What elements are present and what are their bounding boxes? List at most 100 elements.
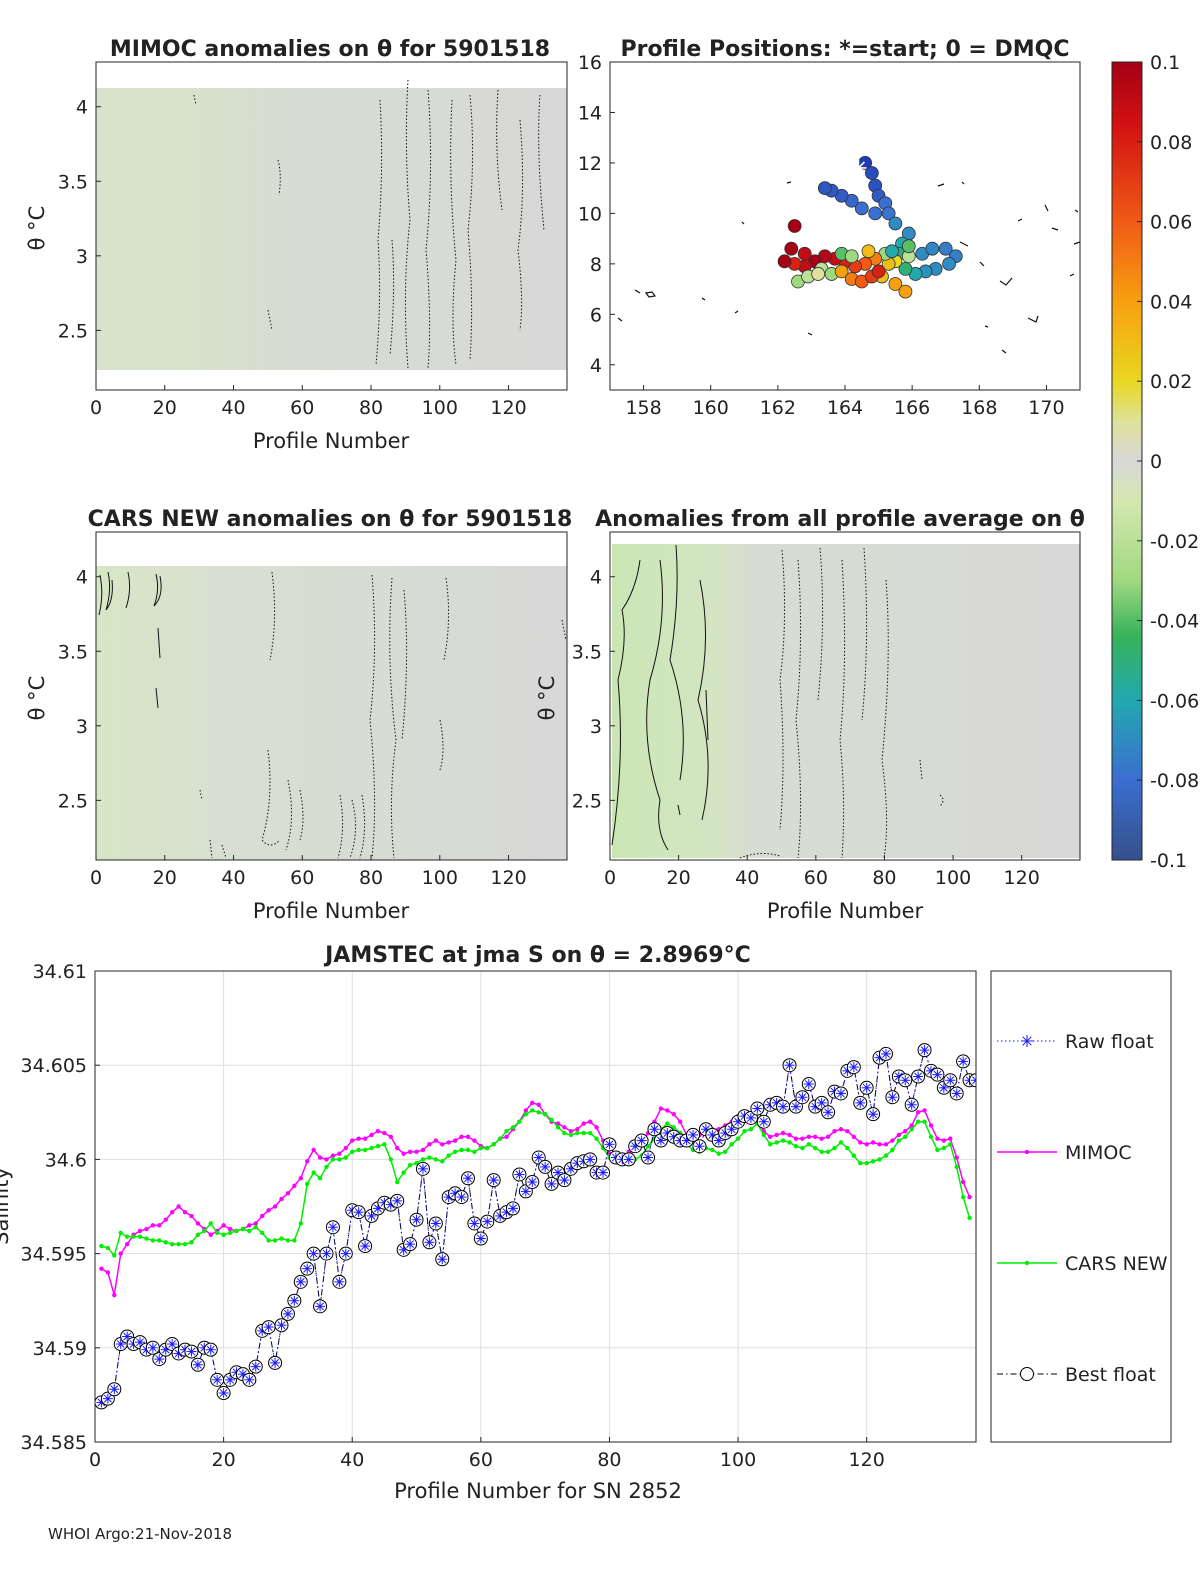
salinity-xtick-label: 80 bbox=[597, 1449, 621, 1471]
legend-item-raw-float: Raw float bbox=[997, 1031, 1154, 1053]
series-point-raw-float bbox=[392, 1195, 403, 1206]
positions-points bbox=[777, 156, 963, 299]
series-point-cars-new bbox=[137, 1234, 143, 1239]
series-point-mimoc bbox=[247, 1223, 252, 1228]
series-point-mimoc bbox=[292, 1183, 297, 1188]
salinity-xlabel: Profile Number for SN 2852 bbox=[394, 1479, 682, 1503]
series-point-cars-new bbox=[723, 1149, 728, 1155]
series-point-cars-new bbox=[813, 1145, 818, 1151]
series-point-mimoc bbox=[253, 1221, 258, 1226]
colorbar-tick-label: 0.08 bbox=[1150, 132, 1192, 154]
series-point-mimoc bbox=[298, 1176, 303, 1181]
cars-ylabel: θ °C bbox=[25, 676, 49, 721]
series-point-cars-new bbox=[420, 1157, 426, 1162]
series-point-raw-float bbox=[900, 1075, 911, 1086]
allprof-xlabel: Profile Number bbox=[767, 899, 924, 923]
series-point-mimoc bbox=[452, 1138, 458, 1143]
series-point-mimoc bbox=[587, 1119, 593, 1124]
series-point-cars-new bbox=[472, 1149, 477, 1155]
series-point-raw-float bbox=[507, 1203, 518, 1214]
mimoc-ticks: 0 20 40 60 80 100 120 2.5 3 3.5 4 bbox=[58, 97, 527, 419]
profile-position-point bbox=[777, 254, 792, 269]
positions-ytick-label: 6 bbox=[590, 304, 602, 326]
series-point-cars-new bbox=[407, 1162, 413, 1168]
positions-coastline bbox=[617, 181, 1081, 354]
colorbar-tick-label: 0.04 bbox=[1150, 291, 1192, 313]
series-point-mimoc bbox=[960, 1179, 966, 1185]
series-point-raw-float bbox=[334, 1276, 345, 1287]
series-point-mimoc bbox=[658, 1106, 664, 1111]
allprof-contours bbox=[611, 544, 944, 859]
series-point-mimoc bbox=[870, 1140, 876, 1145]
series-point-mimoc bbox=[806, 1134, 812, 1139]
series-point-mimoc bbox=[851, 1134, 857, 1139]
positions-xtick-label: 160 bbox=[693, 397, 729, 419]
profile-position-point bbox=[898, 261, 913, 276]
series-point-mimoc bbox=[909, 1123, 914, 1128]
series-point-raw-float bbox=[559, 1175, 570, 1186]
series-point-mimoc bbox=[845, 1128, 850, 1134]
cars-ytick-label: 3 bbox=[76, 716, 88, 738]
series-point-raw-float bbox=[514, 1169, 525, 1180]
series-point-cars-new bbox=[150, 1238, 156, 1243]
legend-item-cars-new: CARS NEW bbox=[997, 1253, 1168, 1275]
series-point-cars-new bbox=[350, 1149, 355, 1155]
series-point-mimoc bbox=[780, 1130, 786, 1136]
salinity-title: JAMSTEC at jma S on θ = 2.8969°C bbox=[323, 943, 751, 968]
series-line-cars-new bbox=[101, 1109, 971, 1258]
series-point-mimoc bbox=[369, 1132, 374, 1138]
series-point-raw-float bbox=[816, 1097, 827, 1108]
series-point-cars-new bbox=[259, 1230, 265, 1236]
series-point-raw-float bbox=[823, 1107, 834, 1118]
profile-position-point bbox=[868, 206, 883, 221]
series-point-cars-new bbox=[587, 1130, 593, 1136]
profile-position-point bbox=[864, 166, 879, 180]
series-point-mimoc bbox=[259, 1213, 265, 1219]
series-point-cars-new bbox=[768, 1142, 773, 1147]
profile-position-point bbox=[881, 206, 896, 221]
series-point-raw-float bbox=[212, 1374, 223, 1385]
allprof-ylabel: θ °C bbox=[535, 676, 559, 721]
positions-xtick-label: 164 bbox=[827, 397, 863, 419]
allprof-title: Anomalies from all profile average on θ bbox=[595, 507, 1085, 532]
mimoc-ytick-label: 2.5 bbox=[58, 320, 88, 342]
series-point-cars-new bbox=[356, 1147, 361, 1153]
series-point-raw-float bbox=[327, 1222, 338, 1233]
cars-panel: 0 20 40 60 80 100 120 2.5 3 3.5 4 CARS NEW anomali… bbox=[25, 507, 572, 923]
series-point-cars-new bbox=[787, 1140, 792, 1145]
positions-ytick-label: 16 bbox=[578, 52, 602, 74]
series-point-cars-new bbox=[144, 1236, 149, 1241]
profile-position-point bbox=[797, 246, 812, 261]
salinity-xtick-label: 40 bbox=[340, 1449, 364, 1471]
series-point-raw-float bbox=[205, 1344, 216, 1355]
series-point-cars-new bbox=[343, 1155, 348, 1160]
profile-position-point bbox=[811, 267, 826, 281]
series-point-raw-float bbox=[540, 1161, 551, 1172]
series-point-mimoc bbox=[401, 1151, 406, 1156]
series-point-cars-new bbox=[858, 1160, 863, 1166]
profile-position-point bbox=[854, 201, 869, 216]
series-point-raw-float bbox=[604, 1139, 615, 1150]
series-point-cars-new bbox=[485, 1145, 490, 1151]
series-point-cars-new bbox=[305, 1181, 310, 1187]
series-point-cars-new bbox=[838, 1140, 844, 1145]
series-point-mimoc bbox=[774, 1132, 779, 1138]
series-point-raw-float bbox=[340, 1248, 351, 1259]
cars-xtick-label: 0 bbox=[90, 867, 102, 889]
series-point-cars-new bbox=[806, 1142, 812, 1147]
series-point-mimoc bbox=[137, 1228, 143, 1234]
salinity-xtick-label: 0 bbox=[89, 1449, 101, 1471]
colorbar-tick-label: -0.04 bbox=[1150, 611, 1199, 633]
cars-xtick-label: 60 bbox=[290, 867, 314, 889]
series-point-cars-new bbox=[568, 1132, 574, 1138]
series-point-raw-float bbox=[906, 1099, 917, 1110]
series-point-mimoc bbox=[903, 1128, 908, 1134]
series-point-cars-new bbox=[883, 1153, 889, 1158]
series-point-cars-new bbox=[112, 1253, 117, 1258]
series-point-cars-new bbox=[324, 1164, 329, 1170]
profile-position-point bbox=[817, 181, 832, 196]
series-point-mimoc bbox=[157, 1223, 162, 1228]
series-point-raw-float bbox=[315, 1301, 326, 1312]
series-point-cars-new bbox=[819, 1149, 824, 1155]
colorbar-tick-label: -0.06 bbox=[1150, 690, 1199, 712]
